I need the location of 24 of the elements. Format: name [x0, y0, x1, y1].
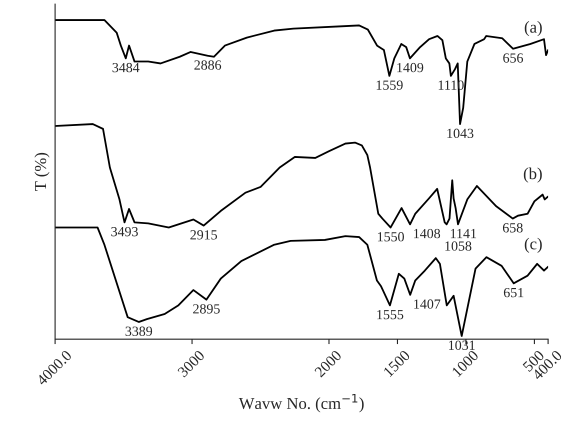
annotation: 1058: [445, 241, 472, 251]
annotation: 1555: [377, 310, 404, 320]
annotation: 651: [504, 288, 524, 298]
annotation: 3484: [112, 62, 140, 72]
annotation: 658: [502, 223, 523, 232]
annotation: 3493: [111, 226, 138, 236]
annotation: 1559: [376, 80, 403, 90]
y-axis-title: T (%): [34, 152, 50, 191]
series-label: (a): [524, 21, 542, 36]
annotation: 1141: [450, 228, 476, 238]
series-label: (b): [524, 168, 542, 183]
annotation: 1550: [378, 232, 404, 242]
annotation: 1407: [414, 299, 440, 309]
annotation: 1408: [414, 228, 440, 238]
annotation: 2886: [194, 60, 222, 70]
annotation: 3389: [126, 326, 152, 336]
series-label: (c): [524, 238, 542, 253]
annotation: 1043: [447, 128, 474, 138]
x-axis-title: Wavw No. (cm$^{−1}$): [238, 394, 364, 412]
annotation: 1031: [449, 340, 475, 350]
annotation: 2915: [190, 230, 218, 240]
annotation: 1409: [397, 62, 424, 72]
annotation: 656: [503, 53, 524, 63]
annotation: 2895: [193, 304, 220, 314]
